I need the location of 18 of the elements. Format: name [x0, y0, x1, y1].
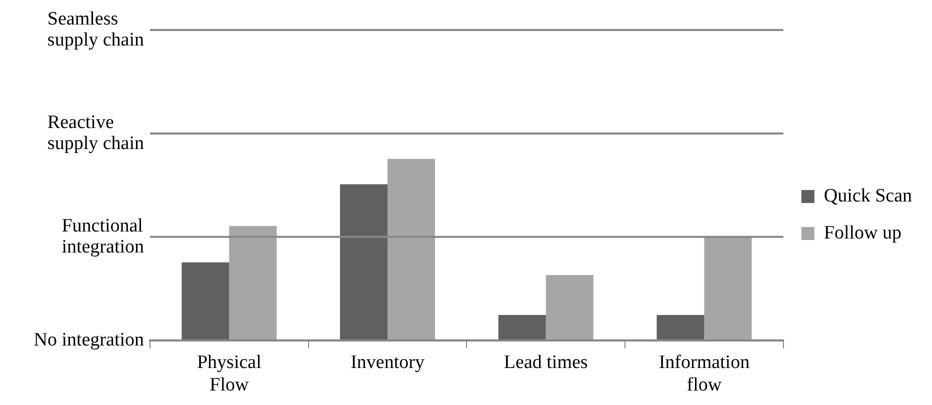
bar	[340, 184, 388, 340]
ref-line-label: Seamless supply chain	[47, 8, 144, 50]
bar	[546, 275, 594, 340]
bar	[656, 314, 704, 340]
x-tick-label: Inventory	[350, 352, 425, 373]
bar	[498, 314, 546, 340]
legend-label: Quick Scan	[824, 185, 912, 206]
legend-label: Follow up	[824, 222, 902, 244]
bar	[229, 226, 277, 340]
x-tick-label: Information flow	[658, 352, 750, 396]
bar	[388, 158, 436, 340]
ref-line-label: No integration	[34, 329, 144, 350]
bar	[704, 236, 752, 340]
ref-line-label: Functional integration	[62, 215, 144, 258]
x-tick-label: Lead times	[504, 352, 588, 373]
ref-line-label: Reactive supply chain	[47, 112, 144, 154]
bar	[182, 262, 230, 340]
x-tick-label: Physical Flow	[196, 352, 262, 396]
